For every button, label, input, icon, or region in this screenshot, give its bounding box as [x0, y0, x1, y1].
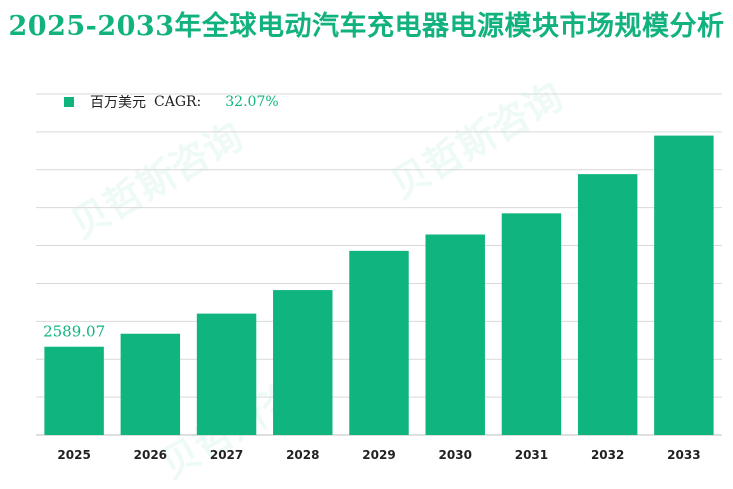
- bar-chart: 2025 2589.07 2026 2027 2028 2029 2030 2031 2032 2…: [36, 93, 722, 462]
- x-tick-label: 2026: [134, 448, 167, 462]
- bar-2028: [273, 290, 333, 435]
- x-tick-label: 2027: [210, 448, 243, 462]
- bar-2027: [196, 313, 257, 435]
- legend-swatch: [64, 97, 74, 107]
- x-tick-label: 2033: [667, 448, 700, 462]
- bar-2031: [501, 213, 562, 435]
- data-label: 2589.07: [43, 323, 105, 341]
- bar-2026: [120, 333, 181, 435]
- x-tick-label: 2032: [591, 448, 624, 462]
- x-tick-label: 2031: [515, 448, 548, 462]
- bar-2030: [425, 234, 485, 435]
- bar-2025: [44, 346, 104, 435]
- legend-label: 百万美元: [90, 95, 146, 111]
- x-tick-label: 2030: [439, 448, 472, 462]
- x-tick-label: 2028: [286, 448, 319, 462]
- bar-2033: [654, 135, 714, 436]
- bar-2029: [349, 250, 409, 435]
- bar-2032: [577, 174, 638, 435]
- chart-title: 2025-2033年全球电动汽车充电器电源模块市场规模分析: [8, 11, 725, 42]
- cagr-label: CAGR:: [154, 94, 202, 110]
- x-tick-label: 2025: [57, 448, 90, 462]
- cagr-value: 32.07%: [225, 94, 279, 110]
- legend: 百万美元 CAGR: 32.07%: [64, 93, 279, 111]
- x-tick-label: 2029: [362, 448, 395, 462]
